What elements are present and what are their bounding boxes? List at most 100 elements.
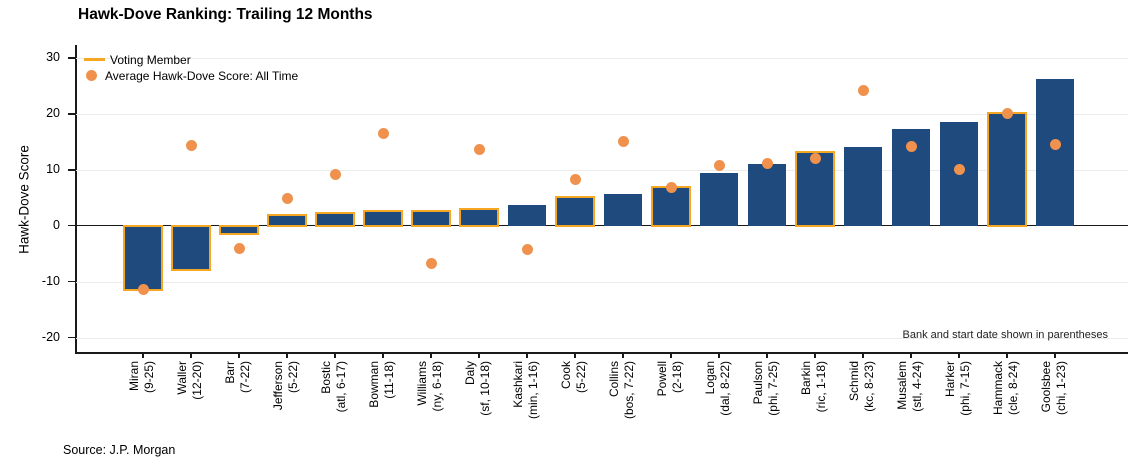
- x-label-detail: (phi, 7-15): [958, 361, 972, 416]
- avg-dot-waller: [185, 139, 197, 151]
- avg-dot-kashkari: [521, 243, 533, 255]
- bar-goolsbee: [1036, 78, 1074, 226]
- bar-cook: [555, 195, 595, 227]
- y-tick-label-0: 0: [53, 217, 60, 232]
- x-label-detail: (5-22): [286, 361, 300, 394]
- legend-label: Voting Member: [110, 52, 191, 67]
- avg-dot-jefferson: [281, 192, 293, 204]
- x-label-name: Daly: [463, 361, 477, 386]
- x-tick-label-harker: Harker (phi, 7-15): [943, 361, 975, 453]
- legend-label: Average Hawk-Dove Score: All Time: [105, 68, 299, 83]
- x-tick-label-kashkari: Kashkari (min, 1-16): [511, 361, 543, 453]
- x-tick-harker: [958, 352, 960, 358]
- x-tick-label-waller: Waller (12-20): [175, 361, 207, 453]
- x-tick-label-musalem: Musalem (stl, 4-24): [895, 361, 927, 453]
- x-tick-label-daly: Daly (sf, 10-18): [463, 361, 495, 453]
- y-tick-label-30: 30: [46, 49, 60, 64]
- avg-dot-hammack: [1001, 107, 1013, 119]
- bar-miran: [123, 224, 163, 291]
- chart-title: Hawk-Dove Ranking: Trailing 12 Months: [78, 6, 373, 23]
- x-tick-kashkari: [526, 352, 528, 358]
- x-label-name: Logan: [703, 361, 717, 395]
- x-tick-schmid: [862, 352, 864, 358]
- bar-daly: [459, 208, 499, 227]
- avg-dot-barr: [233, 242, 245, 254]
- x-label-detail: (bos, 7-22): [622, 361, 636, 420]
- gridline-10: [76, 169, 1128, 171]
- x-label-name: Miran: [127, 361, 141, 392]
- gridline--20: [76, 337, 1128, 339]
- avg-dot-barkin: [809, 153, 821, 164]
- bar-barkin: [795, 151, 835, 227]
- avg-dot-paulson: [761, 158, 773, 170]
- x-label-detail: (2-18): [670, 361, 684, 394]
- x-tick-goolsbee: [1054, 352, 1056, 358]
- x-label-name: Hammack: [991, 361, 1005, 416]
- x-tick-label-paulson: Paulson (phi, 7-25): [751, 361, 783, 453]
- x-label-detail: (dal, 8-22): [718, 361, 732, 416]
- avg-dot-williams: [425, 258, 437, 270]
- bar-bowman: [363, 210, 403, 227]
- x-label-name: Cook: [559, 361, 573, 390]
- bar-waller: [171, 224, 211, 272]
- x-label-detail: (7-22): [238, 361, 252, 394]
- x-axis-tick-labels: Miran (9-25) Waller (12-20) Barr (7-22) Jeffer…: [76, 352, 1128, 462]
- x-label-name: Musalem: [895, 361, 909, 410]
- average-score-dot-swatch: [86, 70, 97, 81]
- x-label-detail: (cle, 8-24): [1006, 361, 1020, 416]
- x-label-name: Bostic: [319, 361, 333, 394]
- x-label-detail: (9-25): [142, 361, 156, 394]
- x-tick-barkin: [814, 352, 816, 358]
- x-tick-logan: [718, 352, 720, 358]
- x-label-detail: (ny, 6-18): [430, 361, 444, 412]
- x-label-detail: (ric, 1-18): [814, 361, 828, 413]
- bar-barr: [219, 224, 259, 236]
- avg-dot-powell: [665, 182, 677, 194]
- x-tick-label-bostic: Bostic (atl, 6-17): [319, 361, 351, 453]
- x-label-detail: (chi, 1-23): [1054, 361, 1068, 416]
- gridline-30: [76, 57, 1128, 59]
- bar-kashkari: [508, 204, 546, 226]
- bar-schmid: [844, 147, 882, 226]
- avg-dot-miran: [137, 284, 149, 296]
- x-tick-daly: [478, 352, 480, 358]
- x-label-detail: (min, 1-16): [526, 361, 540, 420]
- x-tick-label-schmid: Schmid (kc, 8-23): [847, 361, 879, 453]
- gridline--10: [76, 281, 1128, 283]
- x-tick-paulson: [766, 352, 768, 358]
- x-tick-label-miran: Miran (9-25): [127, 361, 159, 453]
- x-tick-barr: [238, 352, 240, 358]
- avg-dot-goolsbee: [1049, 139, 1061, 150]
- x-tick-label-hammack: Hammack (cle, 8-24): [991, 361, 1023, 453]
- x-label-name: Schmid: [847, 361, 861, 402]
- avg-dot-daly: [473, 143, 485, 155]
- x-tick-hammack: [1006, 352, 1008, 358]
- y-tick-label--10: -10: [41, 273, 60, 288]
- zero-line: [76, 224, 1128, 227]
- x-label-detail: (phi, 7-25): [766, 361, 780, 416]
- bar-powell: [651, 185, 691, 227]
- y-tick-0: [68, 224, 76, 227]
- x-label-name: Waller: [175, 361, 189, 395]
- y-axis-tick-labels: 30 20 10 0 -10 -20: [26, 45, 64, 352]
- bar-paulson: [748, 164, 786, 226]
- y-tick-30: [68, 57, 76, 59]
- x-label-detail: (atl, 6-17): [334, 361, 348, 413]
- x-label-detail: (5-22): [574, 361, 588, 394]
- x-label-name: Harker: [943, 361, 957, 398]
- x-label-detail: (kc, 8-23): [862, 361, 876, 412]
- x-label-name: Paulson: [751, 361, 765, 405]
- x-label-name: Goolsbee: [1039, 361, 1053, 413]
- x-label-detail: (stl, 4-24): [910, 361, 924, 412]
- y-tick--20: [68, 336, 76, 339]
- x-tick-label-barkin: Barkin (ric, 1-18): [799, 361, 831, 453]
- avg-dot-musalem: [905, 140, 917, 152]
- bar-bostic: [315, 211, 355, 227]
- avg-dot-harker: [953, 163, 965, 175]
- x-tick-musalem: [910, 352, 912, 358]
- x-label-name: Collins: [607, 361, 621, 398]
- avg-dot-collins: [617, 136, 629, 148]
- x-label-name: Barr: [223, 361, 237, 384]
- legend: Voting Member Average Hawk-Dove Score: A…: [84, 52, 298, 84]
